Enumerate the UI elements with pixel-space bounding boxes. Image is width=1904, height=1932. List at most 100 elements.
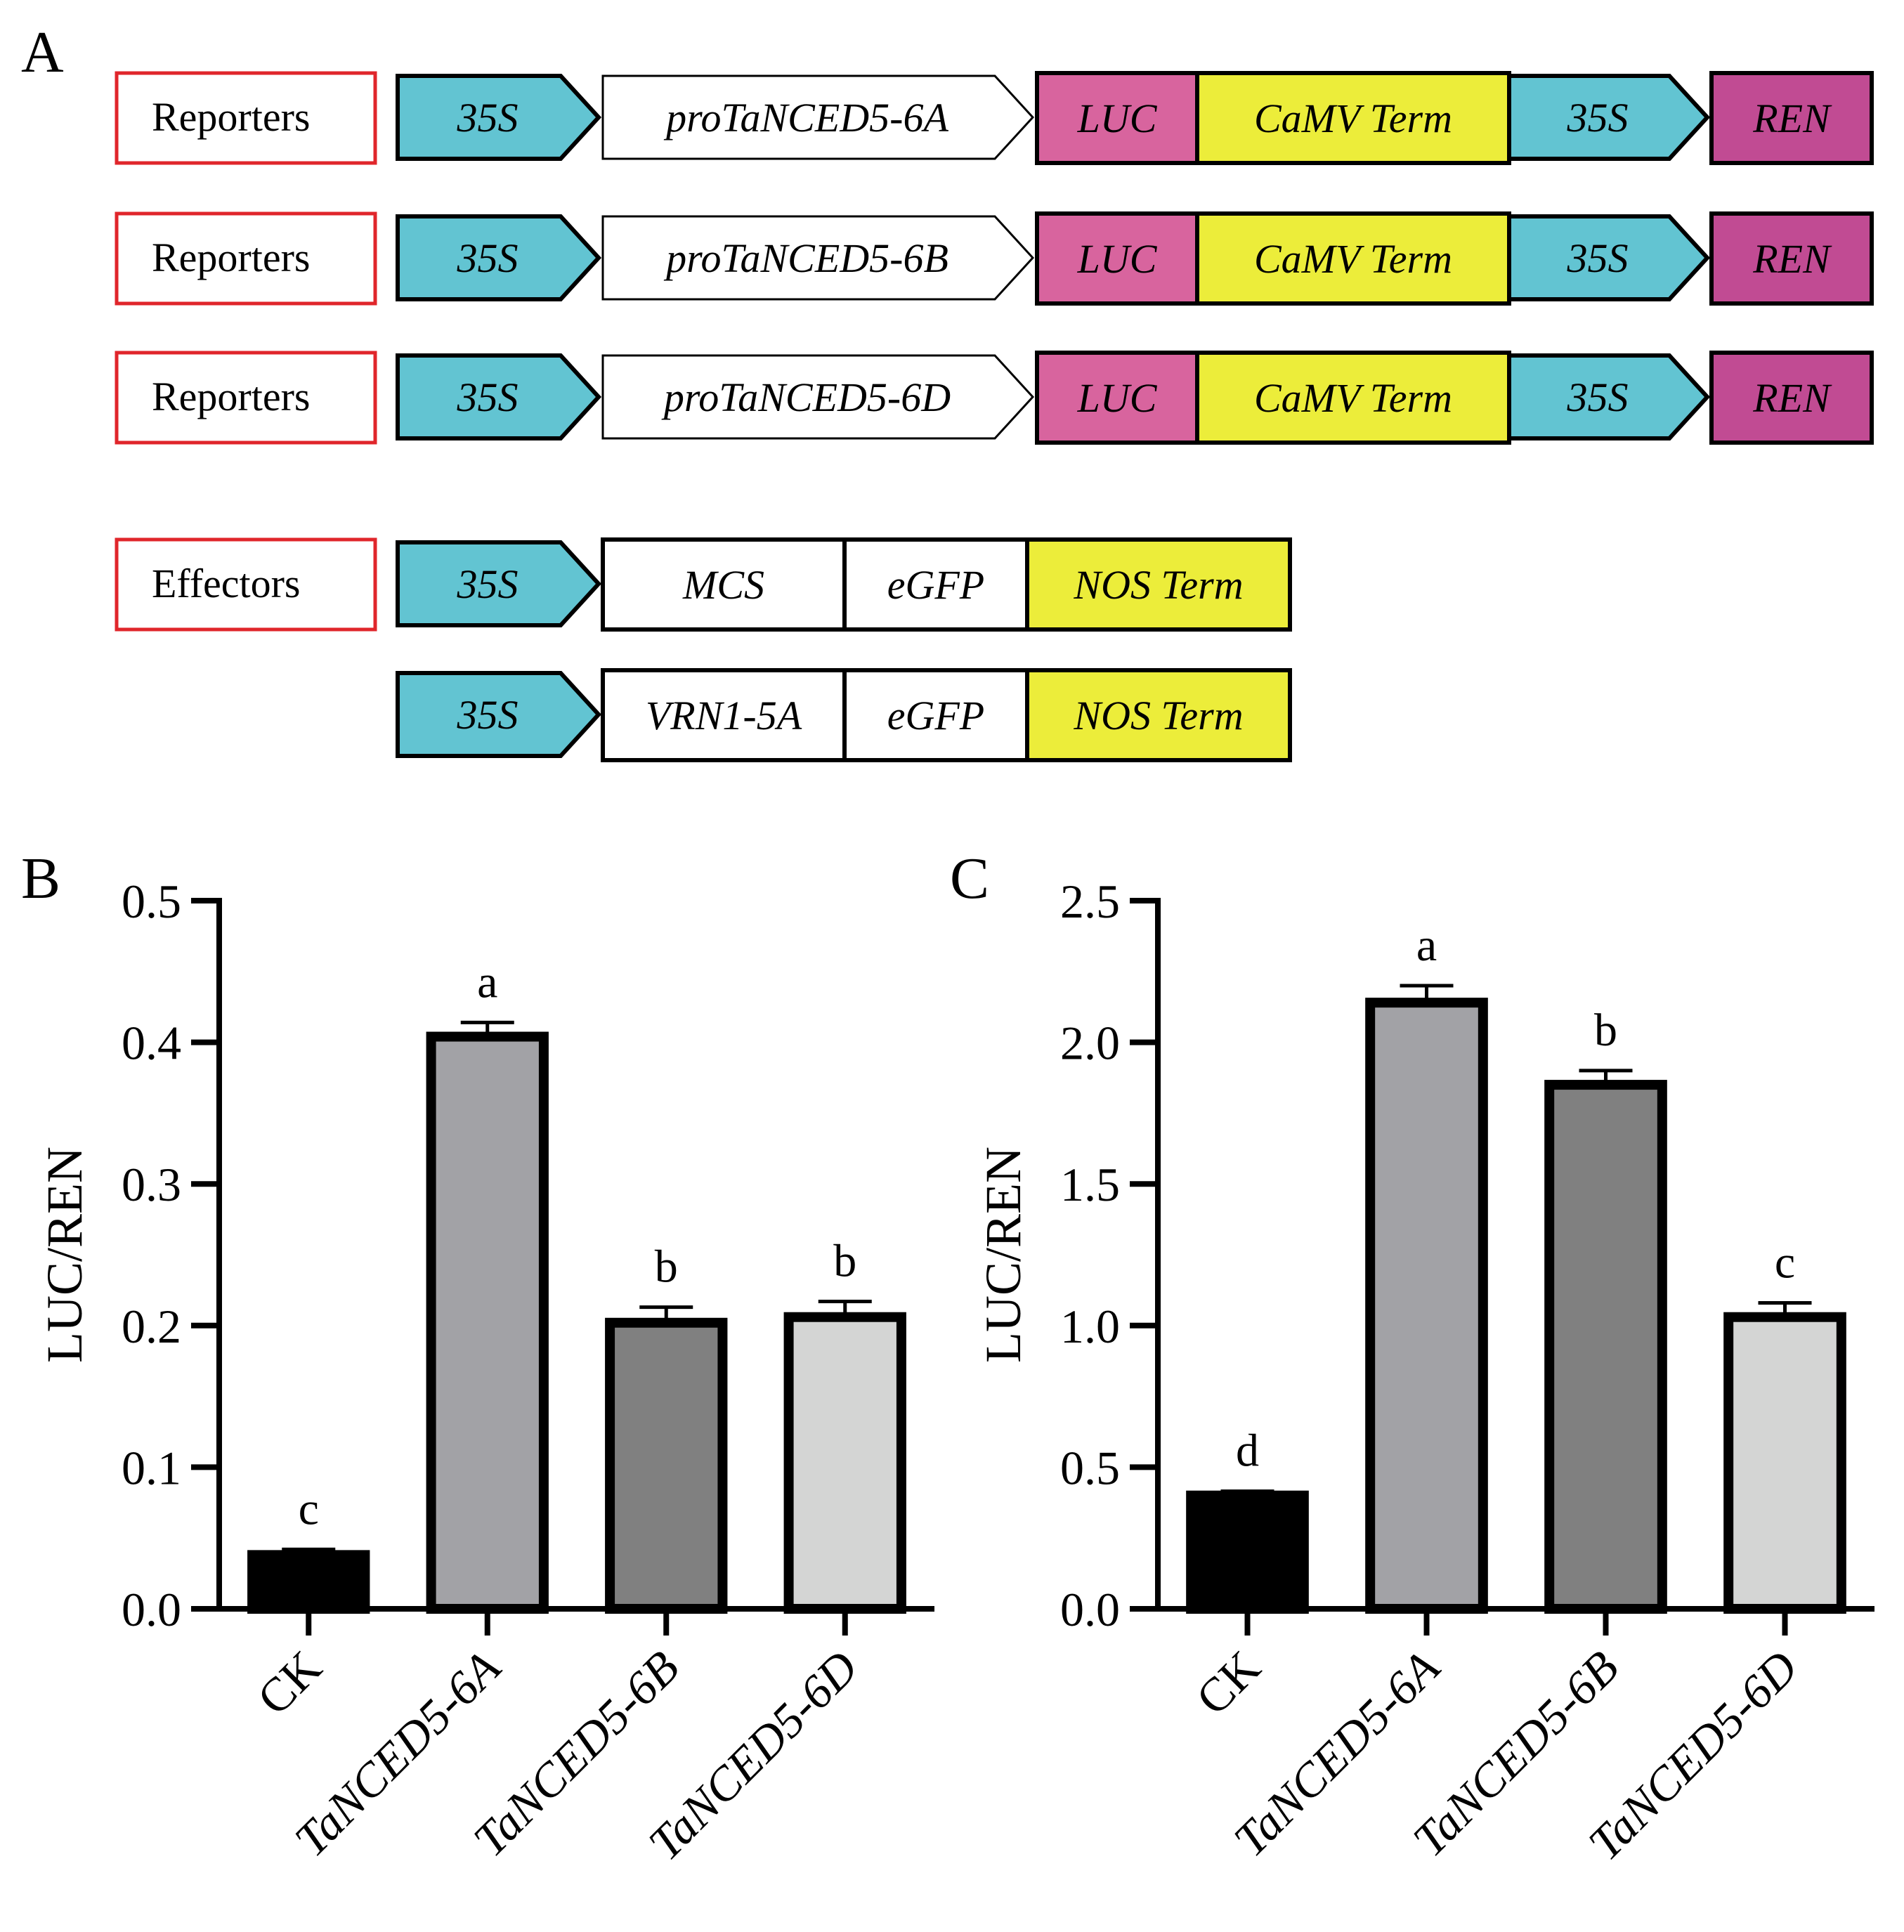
egfp-label: eGFP (887, 562, 985, 608)
y-axis-title: LUC/REN (37, 1147, 93, 1363)
promoter-35s-label: 35S (457, 692, 519, 738)
y-axis-title: LUC/REN (975, 1147, 1031, 1363)
y-tick-label: 2.5 (1060, 875, 1120, 928)
nos-terminator-box (1025, 668, 1292, 762)
promoter-35s-arrow (396, 214, 602, 301)
bar (1544, 1080, 1667, 1614)
panel-b-label: B (21, 846, 60, 911)
significance-letter: a (477, 956, 497, 1007)
x-tick-label: CK (247, 1640, 332, 1725)
promoter-insert-arrow (601, 215, 1035, 301)
bar (1723, 1312, 1846, 1614)
y-tick-label: 0.0 (1060, 1583, 1120, 1636)
reporter-row-label-box (115, 351, 377, 445)
egfp-box (842, 537, 1029, 632)
significance-letter: c (1775, 1237, 1795, 1288)
reporter-rows: Reporters 35S proTaNCED5-6A LUC CaMV Term 35S… (115, 71, 1874, 445)
effector-rows: Effectors 35S MCS eGFP NOS Term 35S VRN1-5A eGF… (115, 537, 1292, 762)
chart-b: cCKaTaNCED5-6AbTaNCED5-6BbTaNCED5-6D0.00… (37, 875, 934, 1870)
significance-letter: d (1236, 1425, 1259, 1477)
chart-c: dCKaTaNCED5-6AbTaNCED5-6BcTaNCED5-6D0.00… (975, 875, 1874, 1870)
luc-label: LUC (1077, 236, 1158, 282)
reporter-row-label-box (115, 71, 377, 165)
effector-row: 35S VRN1-5A eGFP NOS Term (396, 668, 1292, 762)
reporter-row: Reporters 35S proTaNCED5-6D LUC CaMV Term 35S… (115, 351, 1874, 445)
luc-label: LUC (1077, 96, 1158, 141)
egfp-label: eGFP (887, 693, 985, 738)
reporter-row-label: Reporters (152, 94, 311, 140)
ren-label: REN (1752, 236, 1832, 282)
y-tick-label: 1.5 (1060, 1158, 1120, 1211)
ren-box (1709, 211, 1874, 306)
promoter-insert-arrow (601, 74, 1035, 160)
camv-terminator-label: CaMV Term (1254, 236, 1452, 282)
effector-insert-box (601, 668, 847, 762)
reporter-row: Reporters 35S proTaNCED5-6B LUC CaMV Term 35S… (115, 211, 1874, 306)
camv-terminator-label: CaMV Term (1254, 375, 1452, 421)
promoter-35s-label: 35S (457, 374, 519, 420)
promoter-insert-label: proTaNCED5-6A (663, 95, 948, 141)
promoter-35s-label: 35S (457, 561, 519, 607)
significance-letter: c (299, 1483, 319, 1534)
x-tick-label: CK (1186, 1640, 1271, 1725)
bar (1186, 1490, 1309, 1614)
effector-insert-label: VRN1-5A (646, 693, 802, 738)
luc-box (1035, 211, 1199, 306)
luc-box (1035, 71, 1199, 165)
promoter-insert-label: proTaNCED5-6B (663, 235, 948, 281)
y-tick-label: 2.0 (1060, 1017, 1120, 1070)
nos-terminator-box (1025, 537, 1292, 632)
promoter-35s-second-label: 35S (1567, 374, 1629, 420)
reporter-row-label: Reporters (152, 374, 311, 419)
y-tick-label: 0.5 (122, 875, 181, 928)
promoter-35s-second-arrow (1507, 214, 1711, 301)
y-tick-label: 0.2 (122, 1300, 181, 1353)
ren-box (1709, 71, 1874, 165)
ren-label: REN (1752, 96, 1832, 141)
nos-terminator-label: NOS Term (1073, 693, 1243, 738)
bar (605, 1317, 728, 1614)
panel-c-label: C (950, 846, 989, 911)
y-tick-label: 0.4 (122, 1017, 181, 1070)
promoter-35s-arrow (396, 353, 602, 440)
bar (783, 1312, 906, 1614)
ren-label: REN (1752, 375, 1832, 421)
camv-terminator-label: CaMV Term (1254, 96, 1452, 141)
significance-letter: a (1416, 920, 1437, 971)
promoter-35s-label: 35S (457, 235, 519, 281)
promoter-35s-arrow (396, 671, 602, 758)
promoter-35s-second-arrow (1507, 74, 1711, 161)
reporter-row-label-box (115, 211, 377, 306)
reporter-row: Reporters 35S proTaNCED5-6A LUC CaMV Term 35S… (115, 71, 1874, 165)
y-tick-label: 0.1 (122, 1441, 181, 1494)
ren-box (1709, 351, 1874, 445)
effector-insert-label: MCS (682, 562, 764, 608)
significance-letter: b (1594, 1005, 1617, 1056)
promoter-insert-label: proTaNCED5-6D (661, 374, 951, 420)
panel-a-label: A (21, 20, 64, 85)
bar (426, 1031, 549, 1614)
promoter-35s-second-label: 35S (1567, 95, 1629, 141)
significance-letter: b (833, 1236, 856, 1287)
y-tick-label: 1.0 (1060, 1300, 1120, 1353)
promoter-35s-arrow (396, 74, 602, 161)
promoter-35s-second-arrow (1507, 353, 1711, 440)
effector-row-label: Effectors (152, 561, 301, 606)
promoter-35s-label: 35S (457, 95, 519, 141)
bar (247, 1550, 370, 1614)
significance-letter: b (655, 1241, 678, 1293)
promoter-insert-arrow (601, 354, 1035, 440)
y-tick-label: 0.5 (1060, 1441, 1120, 1494)
y-tick-label: 0.3 (122, 1158, 181, 1211)
reporter-row-label: Reporters (152, 235, 311, 280)
bar (1365, 998, 1488, 1614)
luc-label: LUC (1077, 375, 1158, 421)
promoter-35s-arrow (396, 540, 602, 627)
effector-insert-box (601, 537, 847, 632)
y-tick-label: 0.0 (122, 1583, 181, 1636)
effector-row-label-box (115, 537, 377, 632)
nos-terminator-label: NOS Term (1073, 562, 1243, 608)
effector-row: Effectors 35S MCS eGFP NOS Term (115, 537, 1292, 632)
promoter-35s-second-label: 35S (1567, 235, 1629, 281)
